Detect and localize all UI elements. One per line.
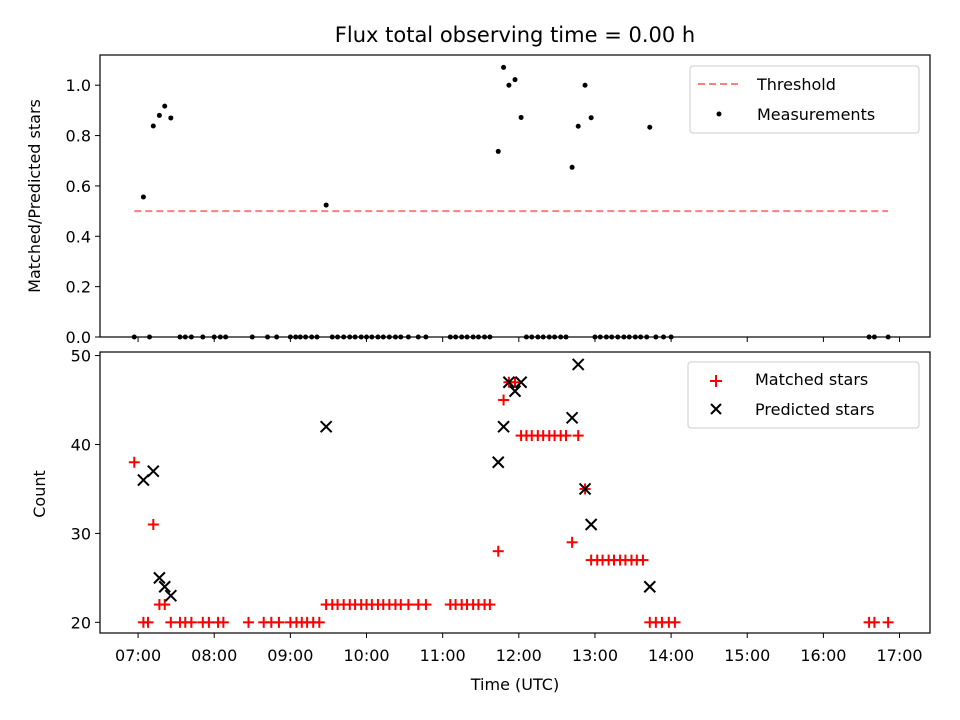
top-legend-box xyxy=(689,65,920,134)
measurement-point xyxy=(140,194,146,200)
predicted-star-point xyxy=(643,580,656,593)
matched-star-point xyxy=(566,536,578,548)
bottom-y-ticks: 20 30 40 50 xyxy=(71,347,100,632)
x-tick-label: 17:00 xyxy=(876,646,922,665)
measurement-point xyxy=(506,82,512,88)
legend-measurements-label: Measurements xyxy=(757,105,875,124)
legend-matched-label: Matched stars xyxy=(755,370,868,389)
measurement-point xyxy=(647,124,653,130)
predicted-star-point xyxy=(578,482,592,496)
measurement-point xyxy=(323,202,329,208)
measurement-point xyxy=(168,115,174,121)
matched-star-point xyxy=(242,616,254,628)
x-tick-label: 14:00 xyxy=(648,646,694,665)
measurement-point xyxy=(512,77,518,83)
matched-star-point xyxy=(142,616,154,628)
chart-title: Flux total observing time = 0.00 h xyxy=(335,23,695,47)
matched-star-point xyxy=(669,616,681,628)
top-y-tick-label: 1.0 xyxy=(66,76,91,95)
predicted-star-point xyxy=(492,456,505,469)
matched-star-point xyxy=(420,599,432,611)
matched-star-point xyxy=(313,616,325,628)
matched-star-point xyxy=(128,456,140,468)
predicted-star-point xyxy=(319,420,333,433)
predicted-star-point xyxy=(584,518,598,531)
top-y-tick-label: 0.4 xyxy=(66,227,91,246)
x-tick-label: 13:00 xyxy=(572,646,618,665)
bottom-y-tick-label: 50 xyxy=(71,347,91,366)
x-tick-label: 12:00 xyxy=(496,646,542,665)
measurement-point xyxy=(162,103,168,109)
legend-matched-marker xyxy=(710,375,722,387)
measurement-point xyxy=(575,123,581,129)
bottom-y-tick-label: 40 xyxy=(71,435,91,454)
x-tick-label: 08:00 xyxy=(191,646,237,665)
measurement-point xyxy=(495,148,501,154)
matched-star-point xyxy=(560,430,572,442)
legend-predicted-label: Predicted stars xyxy=(755,400,875,419)
matched-star-point xyxy=(185,616,197,628)
matched-star-point xyxy=(402,599,414,611)
matched-star-point xyxy=(868,616,880,628)
x-tick-label: 16:00 xyxy=(800,646,846,665)
legend-measurements-marker xyxy=(716,111,722,117)
measurement-point xyxy=(569,164,575,170)
x-tick-label: 07:00 xyxy=(115,646,161,665)
bottom-panel: Count Time (UTC) 20 30 40 50 07:00 08:00 09:0… xyxy=(30,347,931,694)
predicted-star-point xyxy=(508,384,522,398)
predicted-star-point xyxy=(158,580,171,593)
top-axes-frame xyxy=(99,54,931,338)
matched-star-point xyxy=(509,376,521,388)
matched-star-point xyxy=(498,394,510,406)
matched-star-point xyxy=(159,599,171,611)
x-tick-label: 10:00 xyxy=(343,646,389,665)
matched-star-point xyxy=(882,616,894,628)
top-y-axis-label: Matched/Predicted stars xyxy=(25,99,44,293)
x-tick-label: 11:00 xyxy=(420,646,466,665)
bottom-y-tick-label: 20 xyxy=(71,613,91,632)
predicted-star-point xyxy=(565,411,579,425)
x-tick-label: 15:00 xyxy=(724,646,770,665)
predicted-star-point xyxy=(514,376,528,389)
top-legend: Threshold Measurements xyxy=(689,65,920,134)
predicted-star-point xyxy=(147,464,160,478)
matched-star-point xyxy=(273,616,285,628)
top-panel: Flux total observing time = 0.00 h Match… xyxy=(25,23,931,347)
predicted-star-point xyxy=(137,473,150,487)
measurement-point xyxy=(582,82,588,88)
legend-predicted-marker xyxy=(710,403,722,415)
predicted-star-point xyxy=(571,358,585,371)
measurement-point xyxy=(588,115,594,121)
top-y-tick-label: 0.6 xyxy=(66,177,91,196)
measurement-point xyxy=(150,123,156,129)
bottom-plot-area xyxy=(128,358,894,628)
matched-star-point xyxy=(484,599,496,611)
x-axis-label: Time (UTC) xyxy=(470,675,559,694)
bottom-legend: Matched stars Predicted stars xyxy=(687,361,920,429)
matched-star-point xyxy=(492,545,504,557)
measurement-point xyxy=(518,114,524,120)
bottom-y-axis-label: Count xyxy=(30,470,49,518)
legend-threshold-label: Threshold xyxy=(756,75,836,94)
predicted-star-point xyxy=(153,571,166,585)
x-tick-label: 09:00 xyxy=(267,646,313,665)
top-y-tick-label: 0.2 xyxy=(66,278,91,297)
bottom-y-tick-label: 30 xyxy=(71,524,91,543)
matched-star-point xyxy=(572,430,584,442)
matched-star-point xyxy=(217,616,229,628)
measurement-point xyxy=(156,112,162,118)
predicted-star-point xyxy=(502,376,516,389)
matched-star-point xyxy=(637,554,649,566)
bottom-axes-frame xyxy=(99,351,931,634)
bottom-legend-box xyxy=(687,361,920,429)
top-y-tick-label: 0.0 xyxy=(66,328,91,347)
predicted-star-point xyxy=(497,420,510,433)
matched-star-point xyxy=(147,519,159,531)
top-y-ticks: 0.0 0.2 0.4 0.6 0.8 1.0 xyxy=(66,76,100,347)
predicted-star-point xyxy=(164,589,178,602)
top-y-tick-label: 0.8 xyxy=(66,127,91,146)
measurement-point xyxy=(501,64,507,70)
bottom-x-ticks: 07:00 08:00 09:00 10:00 11:00 12:00 13:00 14:00… xyxy=(115,633,923,665)
